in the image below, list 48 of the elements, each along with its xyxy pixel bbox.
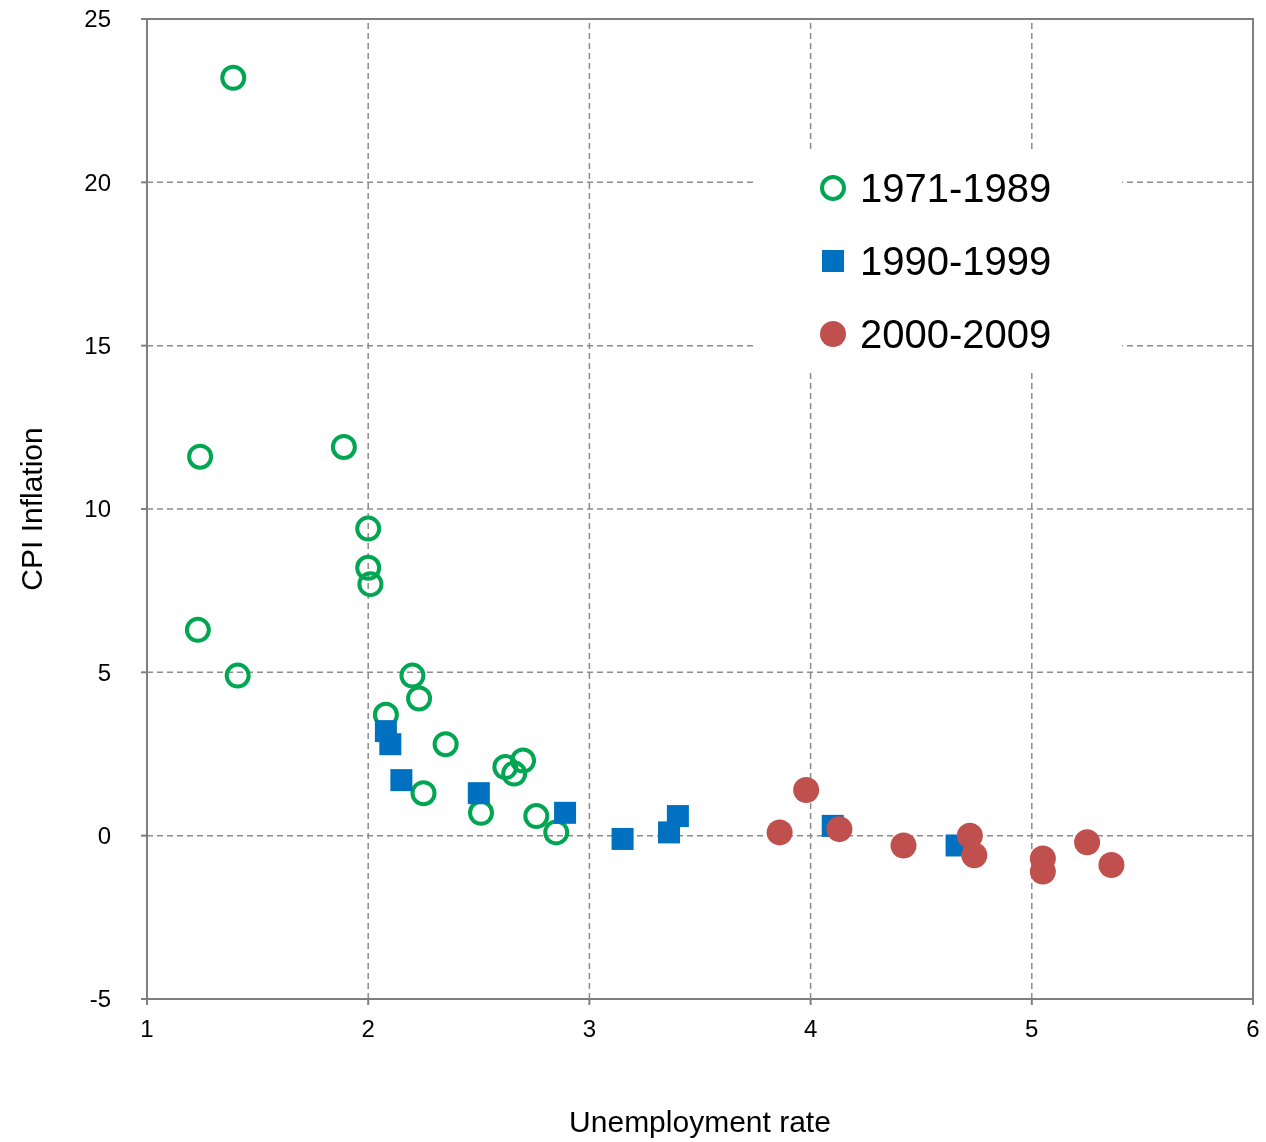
legend-label: 1971-1989 [860, 166, 1052, 210]
y-tick-label: 5 [97, 658, 111, 686]
y-axis-title: CPI Inflation [15, 427, 48, 591]
x-axis-title: Unemployment rate [569, 1105, 831, 1138]
point [501, 760, 528, 787]
point [187, 443, 214, 470]
point [184, 616, 211, 643]
point [554, 801, 577, 824]
point [406, 685, 433, 712]
x-tick-label: 6 [1246, 1015, 1260, 1042]
x-tick-label: 5 [1025, 1015, 1039, 1042]
point [961, 842, 988, 869]
x-tick-label: 2 [361, 1015, 375, 1042]
point [766, 819, 793, 846]
point [543, 819, 570, 846]
point [330, 433, 357, 460]
x-tick-label: 3 [582, 1015, 597, 1042]
legend-label: 2000-2009 [860, 312, 1052, 356]
point [1098, 852, 1125, 879]
point [890, 832, 917, 859]
y-tick-label: 25 [84, 5, 111, 33]
y-tick-label: 15 [84, 332, 111, 360]
point [355, 554, 382, 581]
y-tick-label: 0 [97, 822, 111, 850]
point [1074, 829, 1101, 856]
point [793, 776, 820, 803]
point [220, 64, 247, 91]
point [355, 515, 382, 542]
point [357, 571, 384, 598]
point [410, 780, 437, 807]
x-tick-label: 1 [140, 1015, 154, 1042]
point [510, 747, 537, 774]
y-tick-label: -5 [89, 985, 111, 1013]
x-tick-label: 4 [803, 1015, 818, 1042]
point [399, 662, 426, 689]
point [379, 733, 402, 756]
point [492, 754, 519, 781]
y-tick-label: 20 [84, 168, 111, 196]
point [826, 816, 853, 843]
point [390, 769, 413, 792]
legend-label: 1990-1999 [860, 239, 1052, 283]
point [224, 662, 251, 689]
point [523, 803, 550, 830]
y-tick-label: 10 [84, 495, 111, 523]
point [666, 805, 689, 828]
point [467, 782, 490, 805]
point [611, 827, 634, 850]
point [432, 731, 459, 758]
